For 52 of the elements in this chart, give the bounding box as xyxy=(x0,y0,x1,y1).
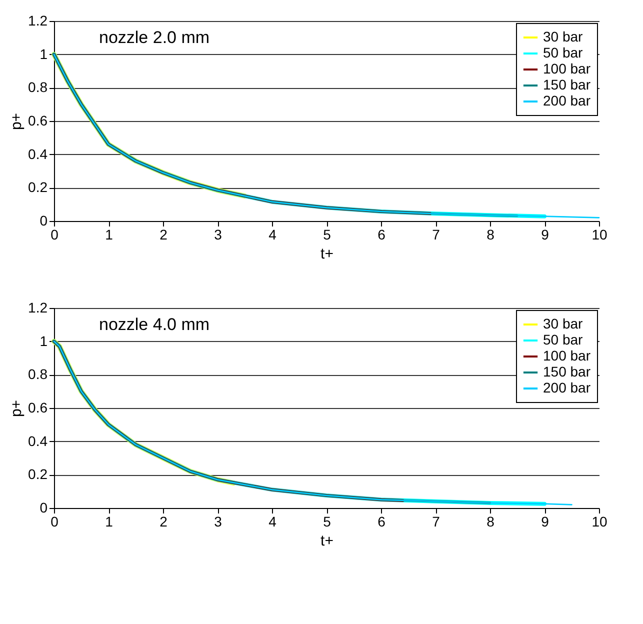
x-tick-label: 2 xyxy=(160,226,168,242)
annotation: nozzle 2.0 mm xyxy=(99,28,210,47)
legend-label: 200 bar xyxy=(543,380,591,396)
x-tick-label: 0 xyxy=(50,226,59,242)
y-tick-label: 0.6 xyxy=(28,112,48,128)
x-tick-label: 6 xyxy=(378,514,386,530)
legend-label: 50 bar xyxy=(543,44,584,60)
x-tick-label: 8 xyxy=(486,514,495,530)
x-tick-label: 9 xyxy=(541,514,550,530)
legend-label: 200 bar xyxy=(543,92,591,108)
y-tick-label: 0.4 xyxy=(28,432,48,449)
annotation: nozzle 4.0 mm xyxy=(99,315,210,334)
legend-label: 50 bar xyxy=(543,332,584,348)
x-tick-label: 2 xyxy=(160,514,168,530)
x-tick-label: 1 xyxy=(105,514,114,530)
x-tick-label: 7 xyxy=(432,514,440,530)
x-tick-label: 10 xyxy=(592,514,608,530)
y-tick-label: 0 xyxy=(40,212,48,228)
x-axis-title: t+ xyxy=(320,532,334,550)
x-tick-label: 5 xyxy=(323,226,332,242)
x-tick-label: 4 xyxy=(268,514,277,530)
legend-label: 30 bar xyxy=(543,28,584,44)
x-tick-label: 4 xyxy=(268,226,277,242)
y-tick-label: 0.2 xyxy=(28,179,48,196)
legend-label: 100 bar xyxy=(543,60,591,76)
x-tick-label: 8 xyxy=(486,226,495,242)
legend-label: 100 bar xyxy=(543,348,591,364)
y-tick-label: 1 xyxy=(40,332,48,349)
y-tick-label: 1 xyxy=(40,46,48,62)
legend-label: 30 bar xyxy=(543,316,584,332)
y-tick-label: 0 xyxy=(40,500,48,516)
y-tick-label: 1.2 xyxy=(28,300,48,316)
y-tick-label: 1.2 xyxy=(28,12,48,28)
x-axis-title: t+ xyxy=(320,246,334,262)
y-axis-title: p+ xyxy=(8,112,26,130)
x-tick-label: 1 xyxy=(105,226,114,242)
x-tick-label: 0 xyxy=(50,514,59,530)
x-tick-label: 5 xyxy=(323,514,332,530)
y-tick-label: 0.6 xyxy=(28,400,48,416)
y-tick-label: 0.8 xyxy=(28,79,48,96)
x-tick-label: 9 xyxy=(541,226,550,242)
legend-label: 150 bar xyxy=(543,364,591,380)
x-tick-label: 6 xyxy=(378,226,386,242)
y-axis-title: p+ xyxy=(8,400,26,418)
y-tick-label: 0.4 xyxy=(28,146,48,162)
y-tick-label: 0.8 xyxy=(28,366,48,382)
legend-label: 150 bar xyxy=(543,76,591,92)
x-tick-label: 3 xyxy=(214,514,222,530)
x-tick-label: 10 xyxy=(592,226,608,242)
x-tick-label: 3 xyxy=(214,226,222,242)
x-tick-label: 7 xyxy=(432,226,440,242)
y-tick-label: 0.2 xyxy=(28,466,48,482)
